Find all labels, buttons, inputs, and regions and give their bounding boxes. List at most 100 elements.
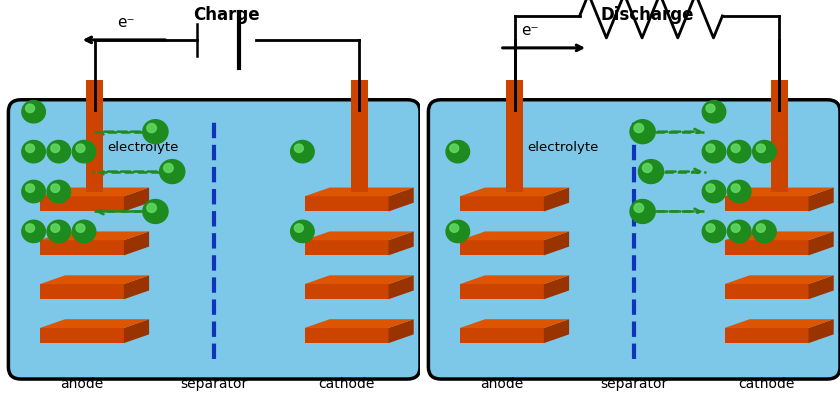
Circle shape [449,144,459,152]
Polygon shape [809,231,833,255]
Polygon shape [460,231,570,240]
Circle shape [47,220,71,243]
Circle shape [446,140,470,163]
Polygon shape [724,231,833,240]
Circle shape [22,220,45,243]
Circle shape [76,144,85,152]
Polygon shape [40,188,150,196]
Circle shape [143,120,168,144]
Polygon shape [40,284,124,299]
Text: Charge: Charge [193,6,260,24]
Circle shape [22,140,45,163]
Circle shape [706,224,715,232]
Polygon shape [460,275,570,284]
Circle shape [294,224,303,232]
Circle shape [147,203,156,212]
Polygon shape [460,196,544,211]
Circle shape [50,184,60,192]
Polygon shape [40,319,150,328]
Circle shape [731,184,740,192]
Polygon shape [388,231,413,255]
Polygon shape [544,319,570,343]
Circle shape [753,220,776,243]
Circle shape [72,140,96,163]
Polygon shape [124,275,150,299]
Circle shape [753,140,776,163]
Circle shape [630,120,655,144]
Polygon shape [40,240,124,255]
Polygon shape [544,275,570,299]
Polygon shape [40,196,124,211]
Bar [351,80,368,192]
Polygon shape [305,231,413,240]
Circle shape [643,164,652,172]
Circle shape [160,160,185,184]
Circle shape [634,124,643,132]
Text: Discharge: Discharge [600,6,694,24]
Circle shape [25,184,34,192]
Polygon shape [460,188,570,196]
Polygon shape [124,188,150,211]
Circle shape [630,200,655,223]
Polygon shape [40,275,150,284]
Text: e⁻: e⁻ [118,15,134,30]
Text: anode: anode [480,377,523,391]
Polygon shape [388,275,413,299]
Polygon shape [809,275,833,299]
Text: electrolyte: electrolyte [108,141,178,154]
Text: electrolyte: electrolyte [528,141,598,154]
Polygon shape [460,328,544,343]
Circle shape [25,224,34,232]
Circle shape [147,124,156,132]
Circle shape [638,160,664,184]
Circle shape [25,144,34,152]
Circle shape [22,101,45,123]
Circle shape [702,220,726,243]
Text: e⁻: e⁻ [521,23,538,38]
Circle shape [47,140,71,163]
Circle shape [702,180,726,203]
Circle shape [76,224,85,232]
Circle shape [25,104,34,113]
Circle shape [291,220,314,243]
Polygon shape [305,284,388,299]
Polygon shape [305,328,388,343]
Polygon shape [809,319,833,343]
Polygon shape [724,196,809,211]
Polygon shape [40,328,124,343]
Circle shape [756,144,765,152]
Circle shape [50,144,60,152]
Polygon shape [124,231,150,255]
Polygon shape [124,319,150,343]
Polygon shape [724,328,809,343]
Circle shape [634,203,643,212]
Circle shape [706,184,715,192]
Text: cathode: cathode [318,377,375,391]
Text: separator: separator [181,377,248,391]
Circle shape [706,144,715,152]
Circle shape [706,104,715,113]
Polygon shape [305,275,413,284]
Text: anode: anode [60,377,103,391]
Polygon shape [544,188,570,211]
Bar [87,80,103,192]
Circle shape [50,224,60,232]
Circle shape [449,224,459,232]
Polygon shape [544,231,570,255]
Circle shape [294,144,303,152]
Polygon shape [460,240,544,255]
Text: cathode: cathode [738,377,795,391]
Text: separator: separator [601,377,668,391]
Bar [771,80,788,192]
Circle shape [731,144,740,152]
Polygon shape [40,231,150,240]
Polygon shape [460,284,544,299]
Circle shape [446,220,470,243]
Circle shape [22,180,45,203]
Polygon shape [388,319,413,343]
Circle shape [727,180,751,203]
Circle shape [731,224,740,232]
Polygon shape [724,240,809,255]
Polygon shape [305,188,413,196]
Circle shape [47,180,71,203]
